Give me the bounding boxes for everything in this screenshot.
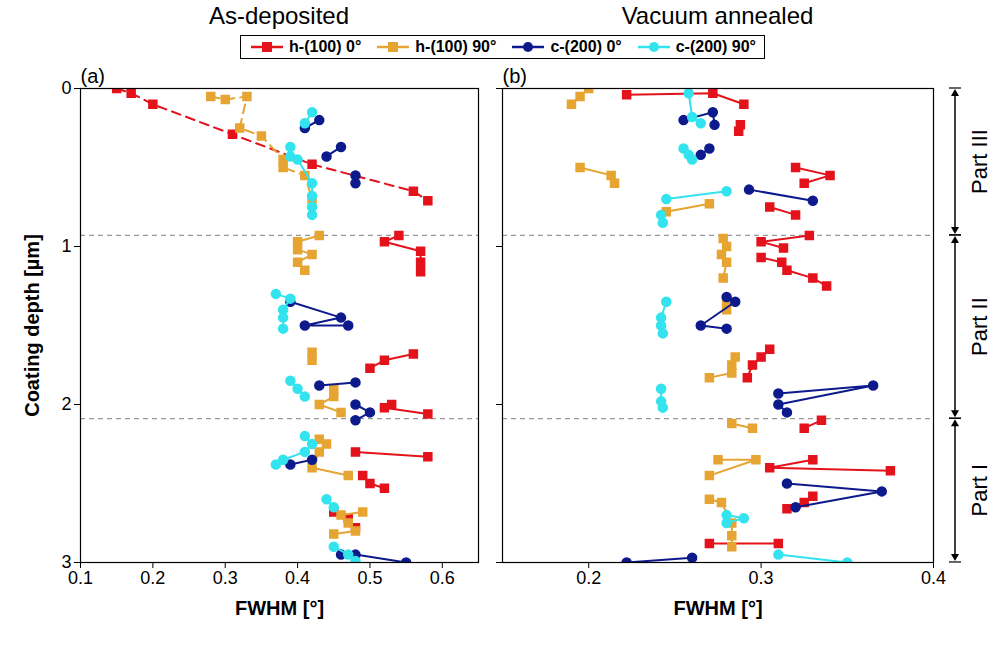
html-text:h-(100) 90°: h-(100) 90° (415, 38, 497, 55)
svg-text:1: 1 (61, 236, 71, 256)
svg-text:0.4: 0.4 (285, 568, 310, 588)
html-text:c-(200) 0°: c-(200) 0° (550, 38, 622, 55)
svg-text:(a): (a) (81, 65, 105, 87)
svg-text:0: 0 (61, 78, 71, 98)
svg-text:(b): (b) (503, 65, 527, 87)
svg-text:Part III: Part III (967, 129, 992, 194)
svg-text:0.2: 0.2 (576, 568, 601, 588)
svg-text:0.4: 0.4 (921, 568, 946, 588)
svg-text:0.5: 0.5 (357, 568, 382, 588)
html-text:h-(100) 0°: h-(100) 0° (289, 38, 362, 55)
html-text:Vacuum annealed: Vacuum annealed (621, 2, 814, 29)
svg-text:FWHM [°]: FWHM [°] (673, 597, 762, 619)
svg-text:0.3: 0.3 (749, 568, 774, 588)
svg-text:2: 2 (61, 394, 71, 414)
svg-text:Part I: Part I (967, 464, 992, 517)
svg-text:0.1: 0.1 (68, 568, 93, 588)
html-text:c-(200) 90°: c-(200) 90° (675, 38, 756, 55)
svg-text:0.6: 0.6 (430, 568, 455, 588)
svg-text:FWHM [°]: FWHM [°] (235, 597, 324, 619)
svg-text:Part II: Part II (967, 297, 992, 356)
svg-text:0.2: 0.2 (140, 568, 165, 588)
svg-text:3: 3 (61, 552, 72, 573)
html-text:As-deposited: As-deposited (209, 2, 349, 29)
svg-text:0.3: 0.3 (213, 568, 238, 588)
svg-text:Coating depth [µm]: Coating depth [µm] (21, 234, 43, 417)
